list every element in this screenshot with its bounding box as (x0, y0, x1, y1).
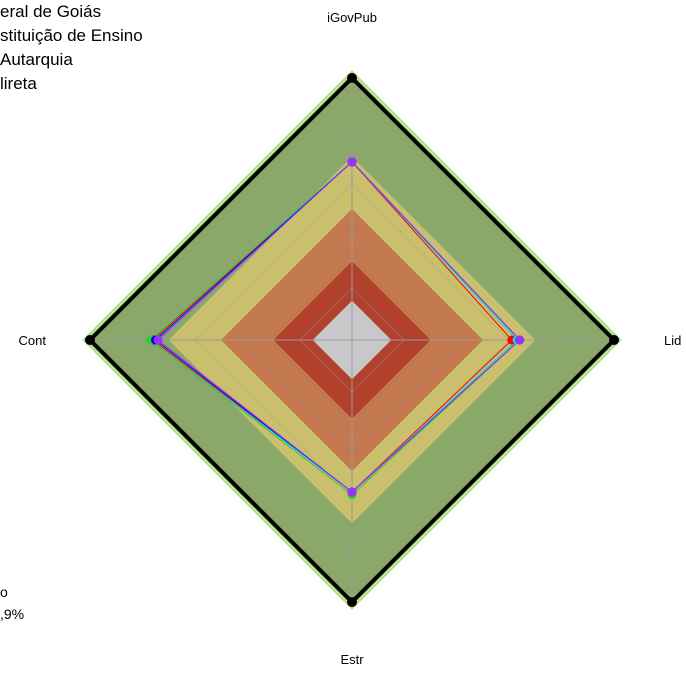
axis-label-iGovPub: iGovPub (327, 10, 377, 25)
axis-label-Estr: Estr (340, 652, 364, 667)
series-5-point-Lid (515, 335, 525, 345)
axis-label-Cont: Cont (19, 333, 47, 348)
legend-line-4: lireta (0, 74, 37, 93)
max-point-Lid (609, 335, 619, 345)
bottom-note-line-2: ,9% (0, 606, 25, 622)
series-5-point-iGovPub (347, 157, 357, 167)
series-5-point-Cont (153, 335, 163, 345)
grid-ring-4 (141, 129, 563, 551)
bottom-note-line-1: o (0, 584, 8, 600)
max-point-iGovPub (347, 73, 357, 83)
legend-line-1: eral de Goiás (0, 2, 102, 21)
grid-ring-2 (246, 234, 458, 446)
grid-ring-1 (299, 287, 405, 393)
max-point-Cont (85, 335, 95, 345)
axis-label-Lid: Lid (664, 333, 681, 348)
legend-line-3: Autarquia (0, 50, 73, 69)
legend-line-2: stituição de Ensino (0, 26, 143, 45)
max-point-Estr (347, 597, 357, 607)
series-5-point-Estr (347, 487, 357, 497)
